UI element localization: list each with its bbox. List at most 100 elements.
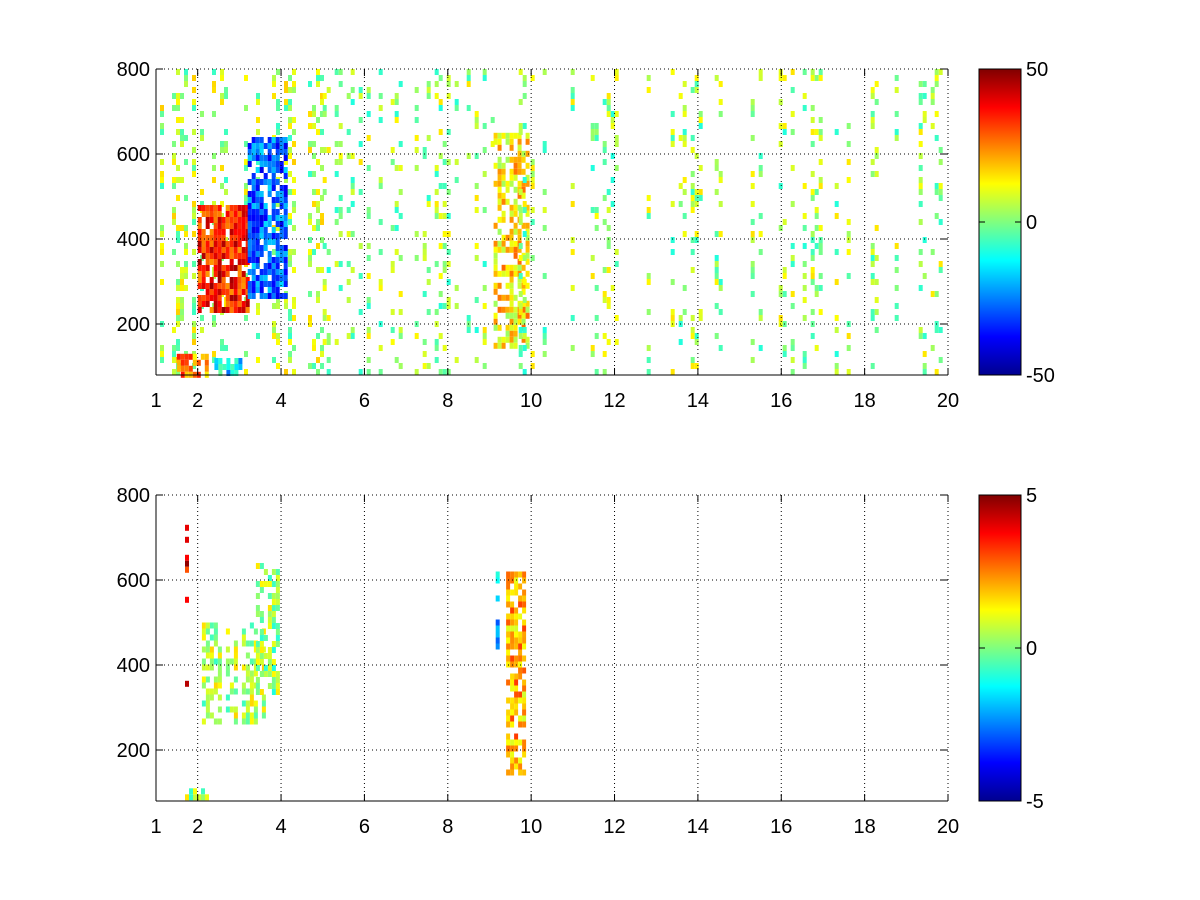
heatmap-cell (525, 180, 530, 187)
heatmap-cell (176, 195, 180, 201)
heatmap-cell (244, 165, 248, 171)
heatmap-cell (271, 581, 276, 587)
heatmap-cell (209, 217, 214, 223)
heatmap-cell (259, 155, 264, 161)
heatmap-cell (272, 249, 276, 255)
heatmap-cell (530, 159, 535, 165)
heatmap-cell (255, 143, 260, 149)
heatmap-cell (366, 87, 371, 93)
heatmap-cell (279, 185, 284, 191)
heatmap-cell (204, 365, 209, 372)
heatmap-cell (690, 237, 695, 243)
heatmap-cell (172, 351, 176, 357)
heatmap-cell (422, 363, 427, 369)
heatmap-cell (176, 321, 180, 327)
heatmap-cell (918, 165, 923, 171)
heatmap-cell (288, 189, 292, 195)
heatmap-cell (205, 295, 210, 301)
heatmap-cell (263, 155, 268, 161)
heatmap-cell (542, 189, 547, 195)
heatmap-cell (279, 161, 284, 167)
heatmap-cell (790, 303, 795, 309)
heatmap-cell (255, 605, 260, 611)
heatmap-cell (834, 363, 839, 369)
heatmap-cell (201, 622, 206, 629)
heatmap-cell (308, 363, 312, 369)
heatmap-cell (518, 655, 523, 662)
heatmap-cell (241, 682, 246, 689)
heatmap-cell (690, 267, 695, 273)
heatmap-cell (271, 185, 276, 191)
heatmap-cell (482, 147, 487, 153)
heatmap-cell (350, 69, 355, 75)
heatmap-cell (690, 207, 695, 213)
heatmap-cell (790, 87, 795, 93)
heatmap-cell (818, 75, 823, 81)
heatmap-cell (283, 197, 288, 203)
heatmap-cell (180, 365, 185, 372)
heatmap-cell (316, 207, 320, 213)
heatmap-cell (267, 257, 272, 263)
heatmap-cell (225, 211, 230, 217)
heatmap-cell (251, 227, 256, 233)
heatmap-cell (590, 165, 595, 171)
heatmap-cell (229, 229, 234, 235)
heatmap-cell (276, 123, 280, 129)
heatmap-cell (322, 315, 327, 321)
heatmap-cell (275, 245, 280, 251)
heatmap-cell (474, 207, 479, 213)
heatmap-cell (217, 277, 222, 283)
heatmap-cell (217, 205, 222, 211)
heatmap-cell (308, 261, 312, 267)
heatmap-cell (846, 231, 851, 237)
heatmap-cell (542, 351, 547, 357)
heatmap-cell (894, 243, 899, 249)
heatmap-cell (714, 189, 719, 195)
heatmap-cell (214, 364, 219, 370)
heatmap-cell (229, 217, 234, 223)
heatmap-cell (778, 75, 783, 81)
heatmap-cell (322, 147, 327, 153)
heatmap-cell (160, 129, 164, 135)
heatmap-cell (253, 670, 258, 677)
heatmap-cell (212, 321, 216, 327)
heatmap-cell (275, 671, 280, 677)
heatmap-cell (398, 291, 403, 297)
heatmap-cell (505, 270, 510, 277)
heatmap-cell (818, 117, 823, 123)
heatmap-cell (283, 251, 288, 257)
heatmap-cell (271, 665, 276, 671)
heatmap-cell (670, 279, 675, 285)
heatmap-cell (204, 359, 209, 366)
heatmap-cell (185, 596, 189, 603)
heatmap-cell (288, 357, 292, 363)
heatmap-cell (670, 309, 675, 315)
heatmap-cell (283, 155, 288, 161)
heatmap-cell (263, 221, 268, 227)
heatmap-cell (918, 261, 923, 267)
heatmap-cell (259, 245, 264, 251)
heatmap-cell (358, 93, 363, 99)
heatmap-cell (245, 652, 250, 659)
heatmap-cell (244, 105, 248, 111)
heatmap-cell (172, 93, 176, 99)
heatmap-cell (522, 667, 527, 674)
heatmap-cell (778, 315, 783, 321)
heatmap-cell (180, 303, 184, 309)
heatmap-cell (255, 593, 260, 599)
heatmap-cell (438, 213, 443, 219)
heatmap-cell (251, 281, 256, 287)
heatmap-cell (160, 261, 164, 267)
heatmap-cell (514, 763, 519, 770)
heatmap-cell (279, 251, 284, 257)
heatmap-cell (542, 327, 547, 333)
heatmap-cell (506, 697, 511, 704)
heatmap-cell (495, 595, 500, 602)
heatmap-cell (514, 631, 519, 638)
heatmap-cell (493, 324, 498, 331)
heatmap-cell (509, 342, 514, 349)
heatmap-cell (509, 240, 514, 247)
heatmap-cell (790, 69, 795, 75)
heatmap-cell (217, 658, 222, 665)
heatmap-cell (225, 706, 230, 713)
